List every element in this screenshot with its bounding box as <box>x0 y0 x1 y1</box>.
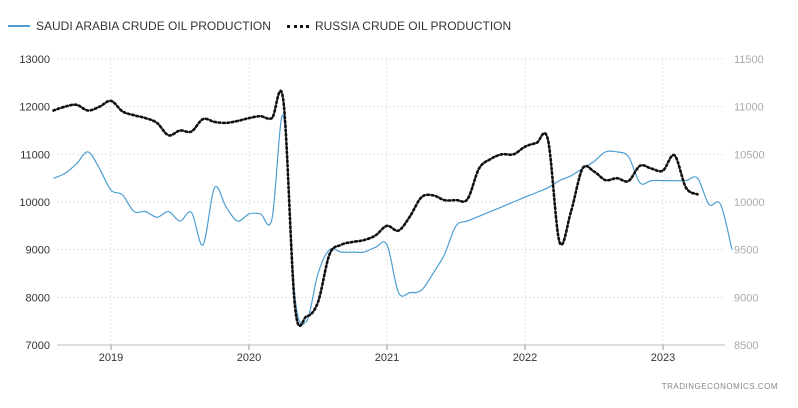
x-axis-ticks: 2019 2020 2021 2022 2023 <box>99 345 675 364</box>
legend-swatch-saudi <box>8 25 30 27</box>
y-right-tick-label: 9000 <box>734 292 758 304</box>
y-right-tick-label: 10500 <box>734 149 765 161</box>
series-line-saudi-arabia <box>53 114 733 325</box>
x-tick-label: 2019 <box>99 352 123 364</box>
legend-item-saudi[interactable]: SAUDI ARABIA CRUDE OIL PRODUCTION <box>8 19 271 33</box>
x-tick-label: 2023 <box>651 352 675 364</box>
x-tick-label: 2022 <box>513 352 537 364</box>
y-right-tick-label: 10000 <box>734 197 765 209</box>
source-label: TRADINGECONOMICS.COM <box>662 382 778 391</box>
y-left-tick-label: 7000 <box>26 340 50 352</box>
y-left-tick-label: 9000 <box>26 245 50 257</box>
legend-label-saudi: SAUDI ARABIA CRUDE OIL PRODUCTION <box>36 19 271 33</box>
series-line-russia <box>52 89 699 328</box>
legend-swatch-russia <box>286 24 309 28</box>
y-right-tick-label: 11500 <box>734 54 764 66</box>
x-tick-label: 2021 <box>375 352 399 364</box>
chart-legend: SAUDI ARABIA CRUDE OIL PRODUCTION RUSSIA… <box>8 17 527 35</box>
y-left-tick-label: 12000 <box>19 102 50 114</box>
left-axis-ticks: 7000 8000 9000 10000 11000 12000 13000 <box>19 54 50 352</box>
y-right-tick-label: 11000 <box>734 102 764 114</box>
y-left-tick-label: 13000 <box>19 54 50 66</box>
legend-label-russia: RUSSIA CRUDE OIL PRODUCTION <box>314 19 512 33</box>
right-axis-ticks: 8500 9000 9500 10000 10500 11000 11500 <box>734 54 765 352</box>
y-left-tick-label: 11000 <box>20 149 50 161</box>
y-right-tick-label: 8500 <box>734 340 758 352</box>
y-left-tick-label: 10000 <box>19 197 50 209</box>
grid-lines <box>57 58 725 346</box>
y-right-tick-label: 9500 <box>734 245 758 257</box>
y-left-tick-label: 8000 <box>26 292 50 304</box>
x-tick-label: 2020 <box>237 352 261 364</box>
legend-item-russia[interactable]: RUSSIA CRUDE OIL PRODUCTION <box>286 19 512 33</box>
